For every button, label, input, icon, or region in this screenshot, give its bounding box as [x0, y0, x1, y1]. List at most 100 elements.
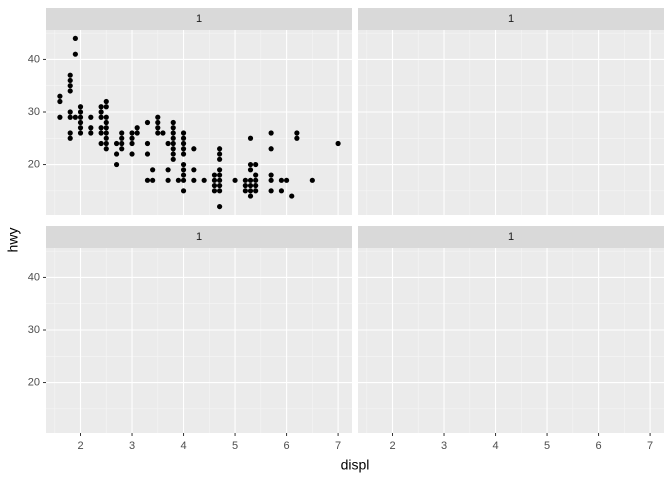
point [217, 156, 223, 162]
point [242, 182, 248, 189]
point [98, 109, 104, 115]
y-tick-label: 20 [28, 158, 40, 170]
point [217, 177, 223, 183]
point [113, 151, 120, 157]
point [113, 140, 120, 147]
point [180, 146, 187, 152]
point [211, 188, 218, 194]
point [67, 72, 73, 78]
x-tick-label: 6 [596, 440, 602, 452]
point [67, 88, 73, 94]
point [268, 177, 274, 183]
strip [46, 8, 352, 30]
point [180, 130, 187, 136]
point [165, 167, 171, 173]
point [201, 177, 207, 183]
point [88, 114, 94, 120]
point [77, 130, 84, 136]
point [98, 130, 104, 136]
point [113, 161, 120, 168]
point [294, 135, 300, 141]
point [170, 146, 176, 152]
point [170, 130, 176, 136]
x-tick-label: 4 [492, 440, 498, 452]
point [335, 140, 341, 147]
point [155, 119, 161, 126]
point [191, 177, 197, 183]
point [103, 130, 109, 136]
point [67, 109, 73, 115]
point [247, 177, 254, 183]
point [211, 182, 218, 189]
point [77, 125, 84, 131]
x-tick-label: 5 [232, 440, 238, 452]
point [103, 146, 109, 152]
point [57, 98, 63, 105]
point [242, 177, 248, 183]
x-tick-label: 4 [180, 440, 186, 452]
point [253, 177, 259, 183]
x-tick-label: 3 [441, 440, 447, 452]
point [180, 140, 187, 147]
point [155, 130, 161, 136]
point [217, 172, 223, 178]
point [217, 146, 223, 152]
strip-label: 1 [508, 13, 514, 25]
point [103, 104, 109, 110]
y-tick-label: 30 [28, 324, 40, 336]
point [247, 193, 254, 199]
panel [46, 248, 352, 433]
strip [358, 226, 664, 248]
point [119, 146, 125, 152]
point [129, 135, 135, 141]
point [103, 125, 109, 131]
point [180, 161, 187, 168]
point [309, 177, 315, 183]
point [77, 114, 84, 120]
point [103, 140, 109, 147]
point [170, 140, 176, 147]
point [191, 146, 197, 152]
y-tick-label: 40 [28, 53, 40, 65]
x-tick-label: 2 [389, 440, 395, 452]
point [217, 151, 223, 157]
point [247, 182, 254, 189]
point [155, 114, 161, 120]
point [289, 193, 295, 199]
point [283, 177, 290, 183]
panel [46, 30, 352, 215]
point [119, 135, 125, 141]
point [242, 188, 248, 194]
point [129, 140, 135, 147]
point [160, 130, 166, 136]
point [144, 119, 151, 126]
point [98, 140, 104, 147]
point [88, 125, 94, 131]
point [175, 177, 181, 183]
point [77, 104, 84, 110]
strip-label: 1 [508, 231, 514, 243]
point [155, 125, 161, 131]
point [278, 177, 285, 183]
x-axis-label: displ [341, 457, 370, 473]
point [268, 188, 274, 194]
point [217, 167, 223, 173]
point [72, 35, 78, 42]
point [134, 130, 140, 136]
point [88, 130, 94, 136]
point [98, 104, 104, 110]
point [119, 130, 125, 136]
point [217, 188, 223, 194]
point [253, 188, 259, 194]
point [144, 151, 151, 157]
point [247, 135, 254, 141]
point [217, 203, 223, 210]
point [211, 172, 218, 178]
point [253, 172, 259, 178]
point [191, 167, 197, 173]
point [247, 188, 254, 194]
point [232, 177, 238, 183]
point [180, 177, 187, 183]
point [217, 182, 223, 189]
